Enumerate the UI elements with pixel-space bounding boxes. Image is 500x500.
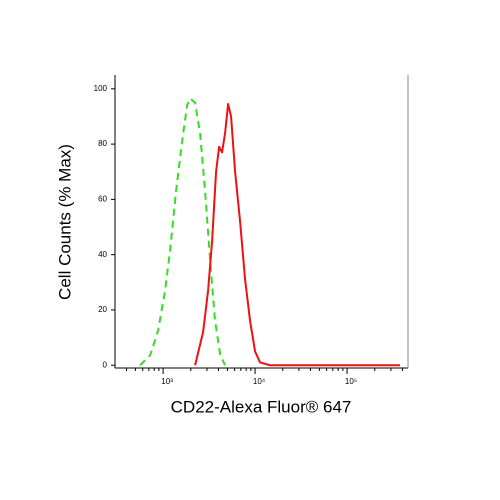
- y-tick-label: 20: [98, 305, 107, 314]
- y-tick-label: 0: [103, 360, 108, 369]
- y-axis-label: Cell Counts (% Max): [55, 144, 74, 300]
- series-line: [194, 103, 401, 367]
- x-axis-label: CD22-Alexa Fluor® 647: [171, 397, 352, 416]
- series-line: [139, 97, 227, 366]
- x-tick-label: 10⁵: [345, 377, 357, 386]
- y-tick-label: 60: [98, 194, 107, 203]
- y-tick-label: 80: [98, 139, 107, 148]
- y-tick-label: 40: [98, 250, 107, 259]
- x-tick-label: 10³: [161, 377, 173, 386]
- y-tick-label: 100: [94, 84, 108, 93]
- x-tick-label: 10⁴: [253, 377, 266, 386]
